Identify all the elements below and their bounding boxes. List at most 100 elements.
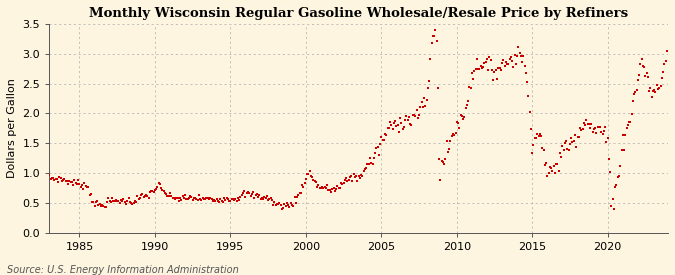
Point [396,121,407,125]
Point [47,176,57,180]
Point [446,134,457,138]
Point [138,195,149,199]
Point [611,183,622,187]
Point [82,185,92,189]
Point [430,28,441,32]
Point [93,203,104,208]
Point [198,196,209,201]
Point [577,127,588,131]
Point [580,123,591,128]
Point [625,120,636,124]
Point [651,83,662,87]
Point [662,48,672,53]
Point [108,198,119,203]
Point [660,59,671,64]
Point [479,61,490,65]
Point [616,148,627,152]
Point [176,197,187,202]
Point [327,187,338,191]
Point [304,169,315,173]
Point [49,178,59,182]
Point [112,198,123,203]
Point [90,199,101,204]
Point [65,180,76,184]
Point [190,196,200,200]
Point [407,112,418,117]
Point [376,135,387,139]
Point [114,201,125,205]
Point [487,68,497,73]
Point [507,59,518,63]
Point [181,197,192,202]
Point [57,178,68,182]
Point [545,166,556,170]
Point [122,199,133,204]
Point [223,197,234,202]
Point [466,71,477,75]
Point [586,122,597,127]
Point [105,200,116,205]
Point [650,90,661,95]
Point [244,190,254,195]
Point [558,148,569,152]
Point [426,41,437,45]
Point [400,118,410,122]
Point [271,202,282,206]
Point [121,202,132,207]
Point [252,195,263,200]
Point [137,192,148,197]
Point [57,178,68,183]
Point [610,185,620,189]
Point [232,199,242,203]
Point [578,121,589,125]
Point [169,197,180,202]
Point [63,182,74,186]
Point [298,185,308,189]
Point [281,201,292,206]
Point [128,200,139,205]
Point [628,92,639,96]
Point [151,187,161,191]
Point [167,196,178,200]
Point [267,198,277,202]
Point [659,62,670,67]
Point [516,53,526,58]
Point [163,194,174,198]
Point [67,180,78,184]
Point [95,201,105,206]
Point [60,179,71,183]
Point [539,163,550,167]
Point [165,191,176,195]
Point [51,177,62,181]
Point [275,203,286,207]
Point [361,166,372,170]
Point [146,189,157,193]
Point [468,76,479,81]
Point [186,195,197,199]
Point [292,195,302,199]
Point [548,163,559,168]
Point [635,62,646,67]
Point [354,176,365,180]
Point [620,133,630,138]
Point [418,96,429,101]
Point [634,72,645,77]
Point [560,141,570,145]
Point [59,177,70,182]
Point [117,199,128,203]
Point [229,197,240,202]
Point [434,156,445,161]
Point [265,196,276,201]
Point [61,179,72,183]
Point [353,174,364,178]
Point [444,147,455,152]
Point [382,126,393,130]
Point [214,200,225,205]
Point [410,114,421,119]
Point [398,127,408,131]
Point [456,113,467,118]
Point [653,87,664,92]
Point [78,187,88,191]
Point [591,131,602,135]
Point [278,206,289,210]
